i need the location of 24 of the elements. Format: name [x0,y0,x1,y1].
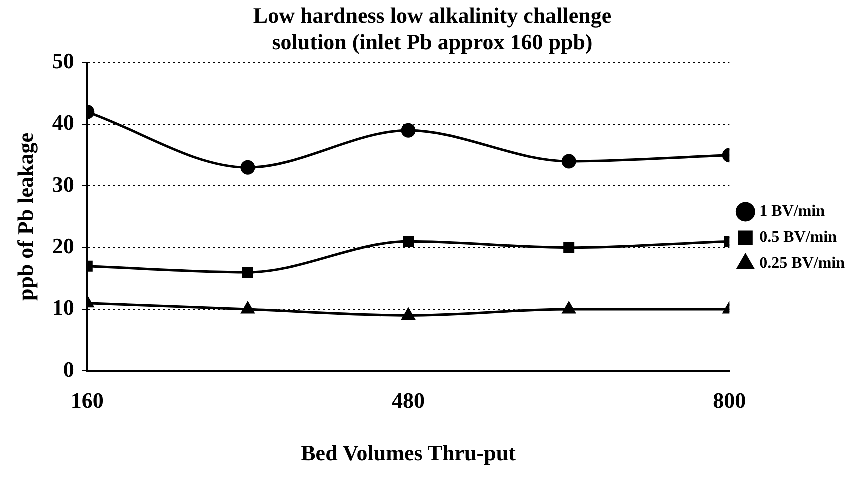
point [240,160,256,175]
y-tick-label: 50 [52,48,74,74]
point [401,123,416,138]
x-tick-label: 800 [713,388,746,414]
text: solution (inlet Pb approx 160 ppb) [272,29,593,54]
point [562,154,576,169]
text: Low hardness low alkalinity challenge [253,2,612,28]
point [562,302,576,314]
y-tick-label: 20 [52,234,74,259]
x-axis-title: Bed Volumes Thru-put [301,440,517,466]
point [564,242,575,254]
legend-label: 0.5 BV/min [760,229,838,246]
y-tick-label: 40 [52,110,74,136]
y-axis-title: ppb of Pb leakage [12,132,38,302]
x-tick-label: 160 [70,388,104,414]
y-tick-label: 0 [63,356,74,382]
y-tick-label: 30 [52,172,74,197]
y-tick-label: 10 [52,295,74,320]
point [242,302,254,314]
legend-label: 0.25 BV/min [760,255,846,272]
legend-label: 1 BV/min [760,203,826,220]
point [403,236,414,248]
point [402,308,415,320]
x-tick-label: 480 [392,388,426,414]
